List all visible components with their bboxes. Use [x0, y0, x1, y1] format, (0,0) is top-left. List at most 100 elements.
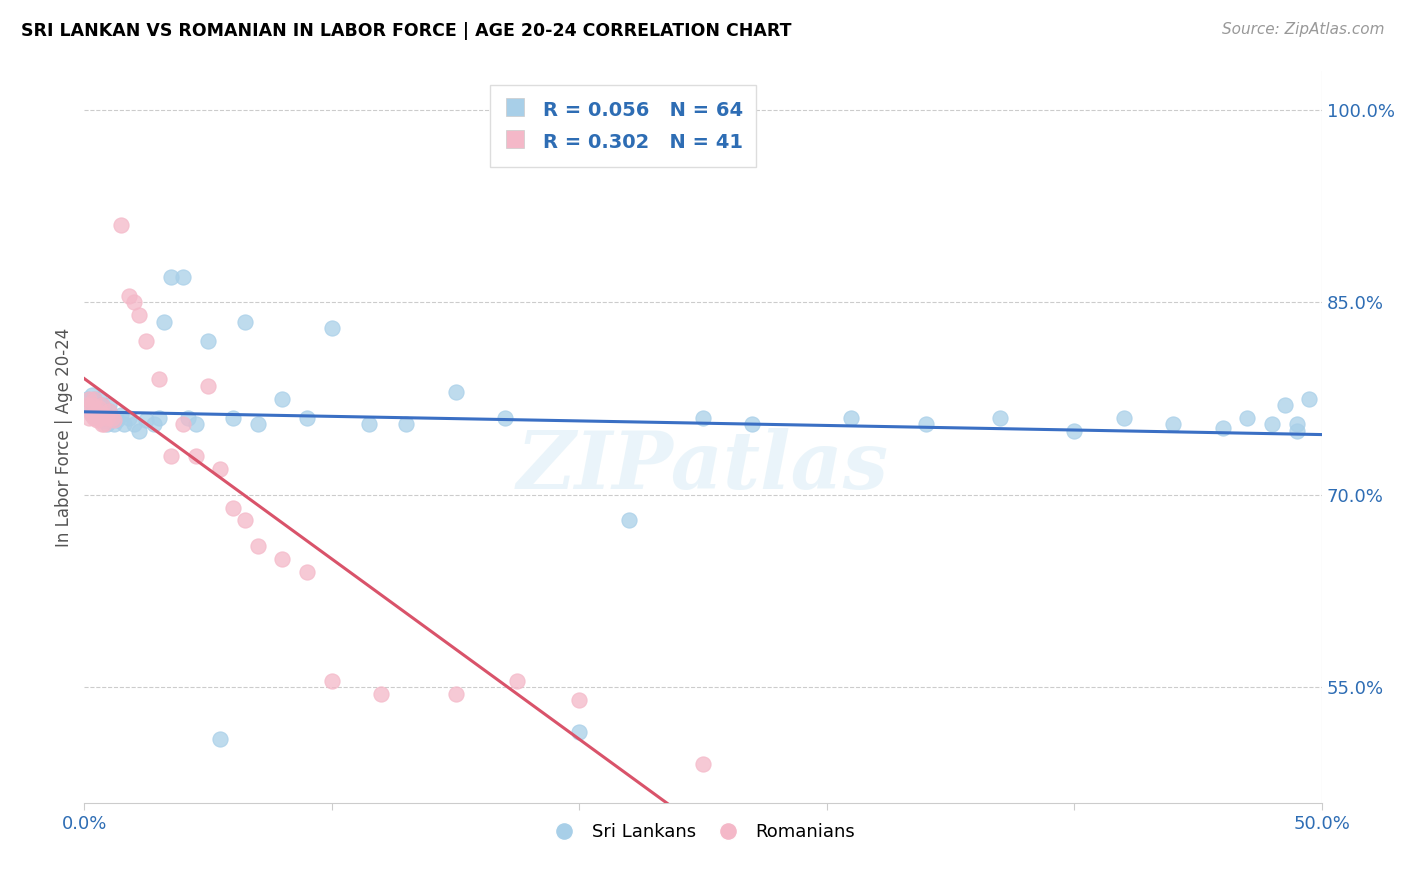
Point	[103, 413, 125, 427]
Point	[222, 410, 245, 425]
Point	[209, 731, 232, 746]
Point	[103, 417, 125, 432]
Point	[89, 410, 111, 425]
Point	[988, 410, 1011, 425]
Point	[177, 410, 200, 425]
Point	[122, 417, 145, 432]
Point	[197, 378, 219, 392]
Point	[93, 417, 115, 432]
Point	[321, 321, 343, 335]
Text: SRI LANKAN VS ROMANIAN IN LABOR FORCE | AGE 20-24 CORRELATION CHART: SRI LANKAN VS ROMANIAN IN LABOR FORCE | …	[21, 22, 792, 40]
Point	[1212, 421, 1234, 435]
Point	[1285, 417, 1308, 432]
Point	[90, 417, 112, 432]
Point	[184, 417, 207, 432]
Point	[105, 413, 128, 427]
Point	[79, 392, 101, 406]
Point	[1161, 417, 1184, 432]
Point	[96, 417, 118, 432]
Point	[96, 410, 118, 425]
Point	[98, 398, 121, 412]
Point	[1261, 417, 1284, 432]
Point	[90, 398, 112, 412]
Point	[110, 219, 132, 233]
Point	[160, 269, 183, 284]
Point	[172, 417, 194, 432]
Point	[83, 392, 105, 406]
Point	[93, 413, 115, 427]
Point	[152, 315, 174, 329]
Point	[160, 450, 183, 464]
Point	[89, 401, 111, 415]
Point	[80, 398, 103, 412]
Legend: Sri Lankans, Romanians: Sri Lankans, Romanians	[543, 816, 863, 848]
Point	[90, 398, 112, 412]
Point	[142, 417, 165, 432]
Point	[295, 565, 318, 579]
Point	[128, 308, 150, 322]
Point	[692, 410, 714, 425]
Point	[89, 392, 111, 406]
Point	[1236, 410, 1258, 425]
Point	[1285, 424, 1308, 438]
Point	[271, 392, 294, 406]
Point	[148, 372, 170, 386]
Point	[222, 500, 245, 515]
Point	[100, 410, 122, 425]
Point	[197, 334, 219, 348]
Point	[184, 450, 207, 464]
Point	[100, 410, 122, 425]
Point	[148, 410, 170, 425]
Point	[395, 417, 418, 432]
Point	[246, 539, 269, 553]
Y-axis label: In Labor Force | Age 20-24: In Labor Force | Age 20-24	[55, 327, 73, 547]
Point	[172, 269, 194, 284]
Point	[83, 404, 105, 418]
Point	[506, 673, 529, 688]
Point	[444, 385, 467, 400]
Point	[494, 410, 516, 425]
Point	[110, 409, 132, 423]
Point	[86, 398, 108, 412]
Point	[86, 409, 108, 423]
Point	[246, 417, 269, 432]
Point	[76, 398, 98, 412]
Point	[1112, 410, 1135, 425]
Point	[357, 417, 380, 432]
Point	[80, 409, 103, 423]
Point	[118, 289, 141, 303]
Point	[80, 409, 103, 423]
Point	[135, 413, 157, 427]
Point	[741, 417, 763, 432]
Point	[135, 334, 157, 348]
Point	[122, 295, 145, 310]
Point	[112, 417, 135, 432]
Point	[128, 424, 150, 438]
Point	[295, 410, 318, 425]
Point	[76, 392, 98, 406]
Point	[568, 693, 591, 707]
Point	[209, 462, 232, 476]
Point	[1274, 398, 1296, 412]
Point	[98, 404, 121, 418]
Point	[79, 410, 101, 425]
Point	[93, 401, 115, 415]
Point	[79, 398, 101, 412]
Point	[86, 404, 108, 418]
Point	[233, 514, 256, 528]
Point	[841, 410, 863, 425]
Point	[83, 410, 105, 425]
Point	[80, 388, 103, 402]
Point	[83, 392, 105, 406]
Point	[118, 410, 141, 425]
Point	[86, 413, 108, 427]
Point	[96, 410, 118, 425]
Text: ZIPatlas: ZIPatlas	[517, 427, 889, 505]
Point	[89, 401, 111, 415]
Point	[233, 315, 256, 329]
Point	[444, 687, 467, 701]
Point	[98, 404, 121, 418]
Point	[271, 552, 294, 566]
Point	[1063, 424, 1085, 438]
Point	[89, 410, 111, 425]
